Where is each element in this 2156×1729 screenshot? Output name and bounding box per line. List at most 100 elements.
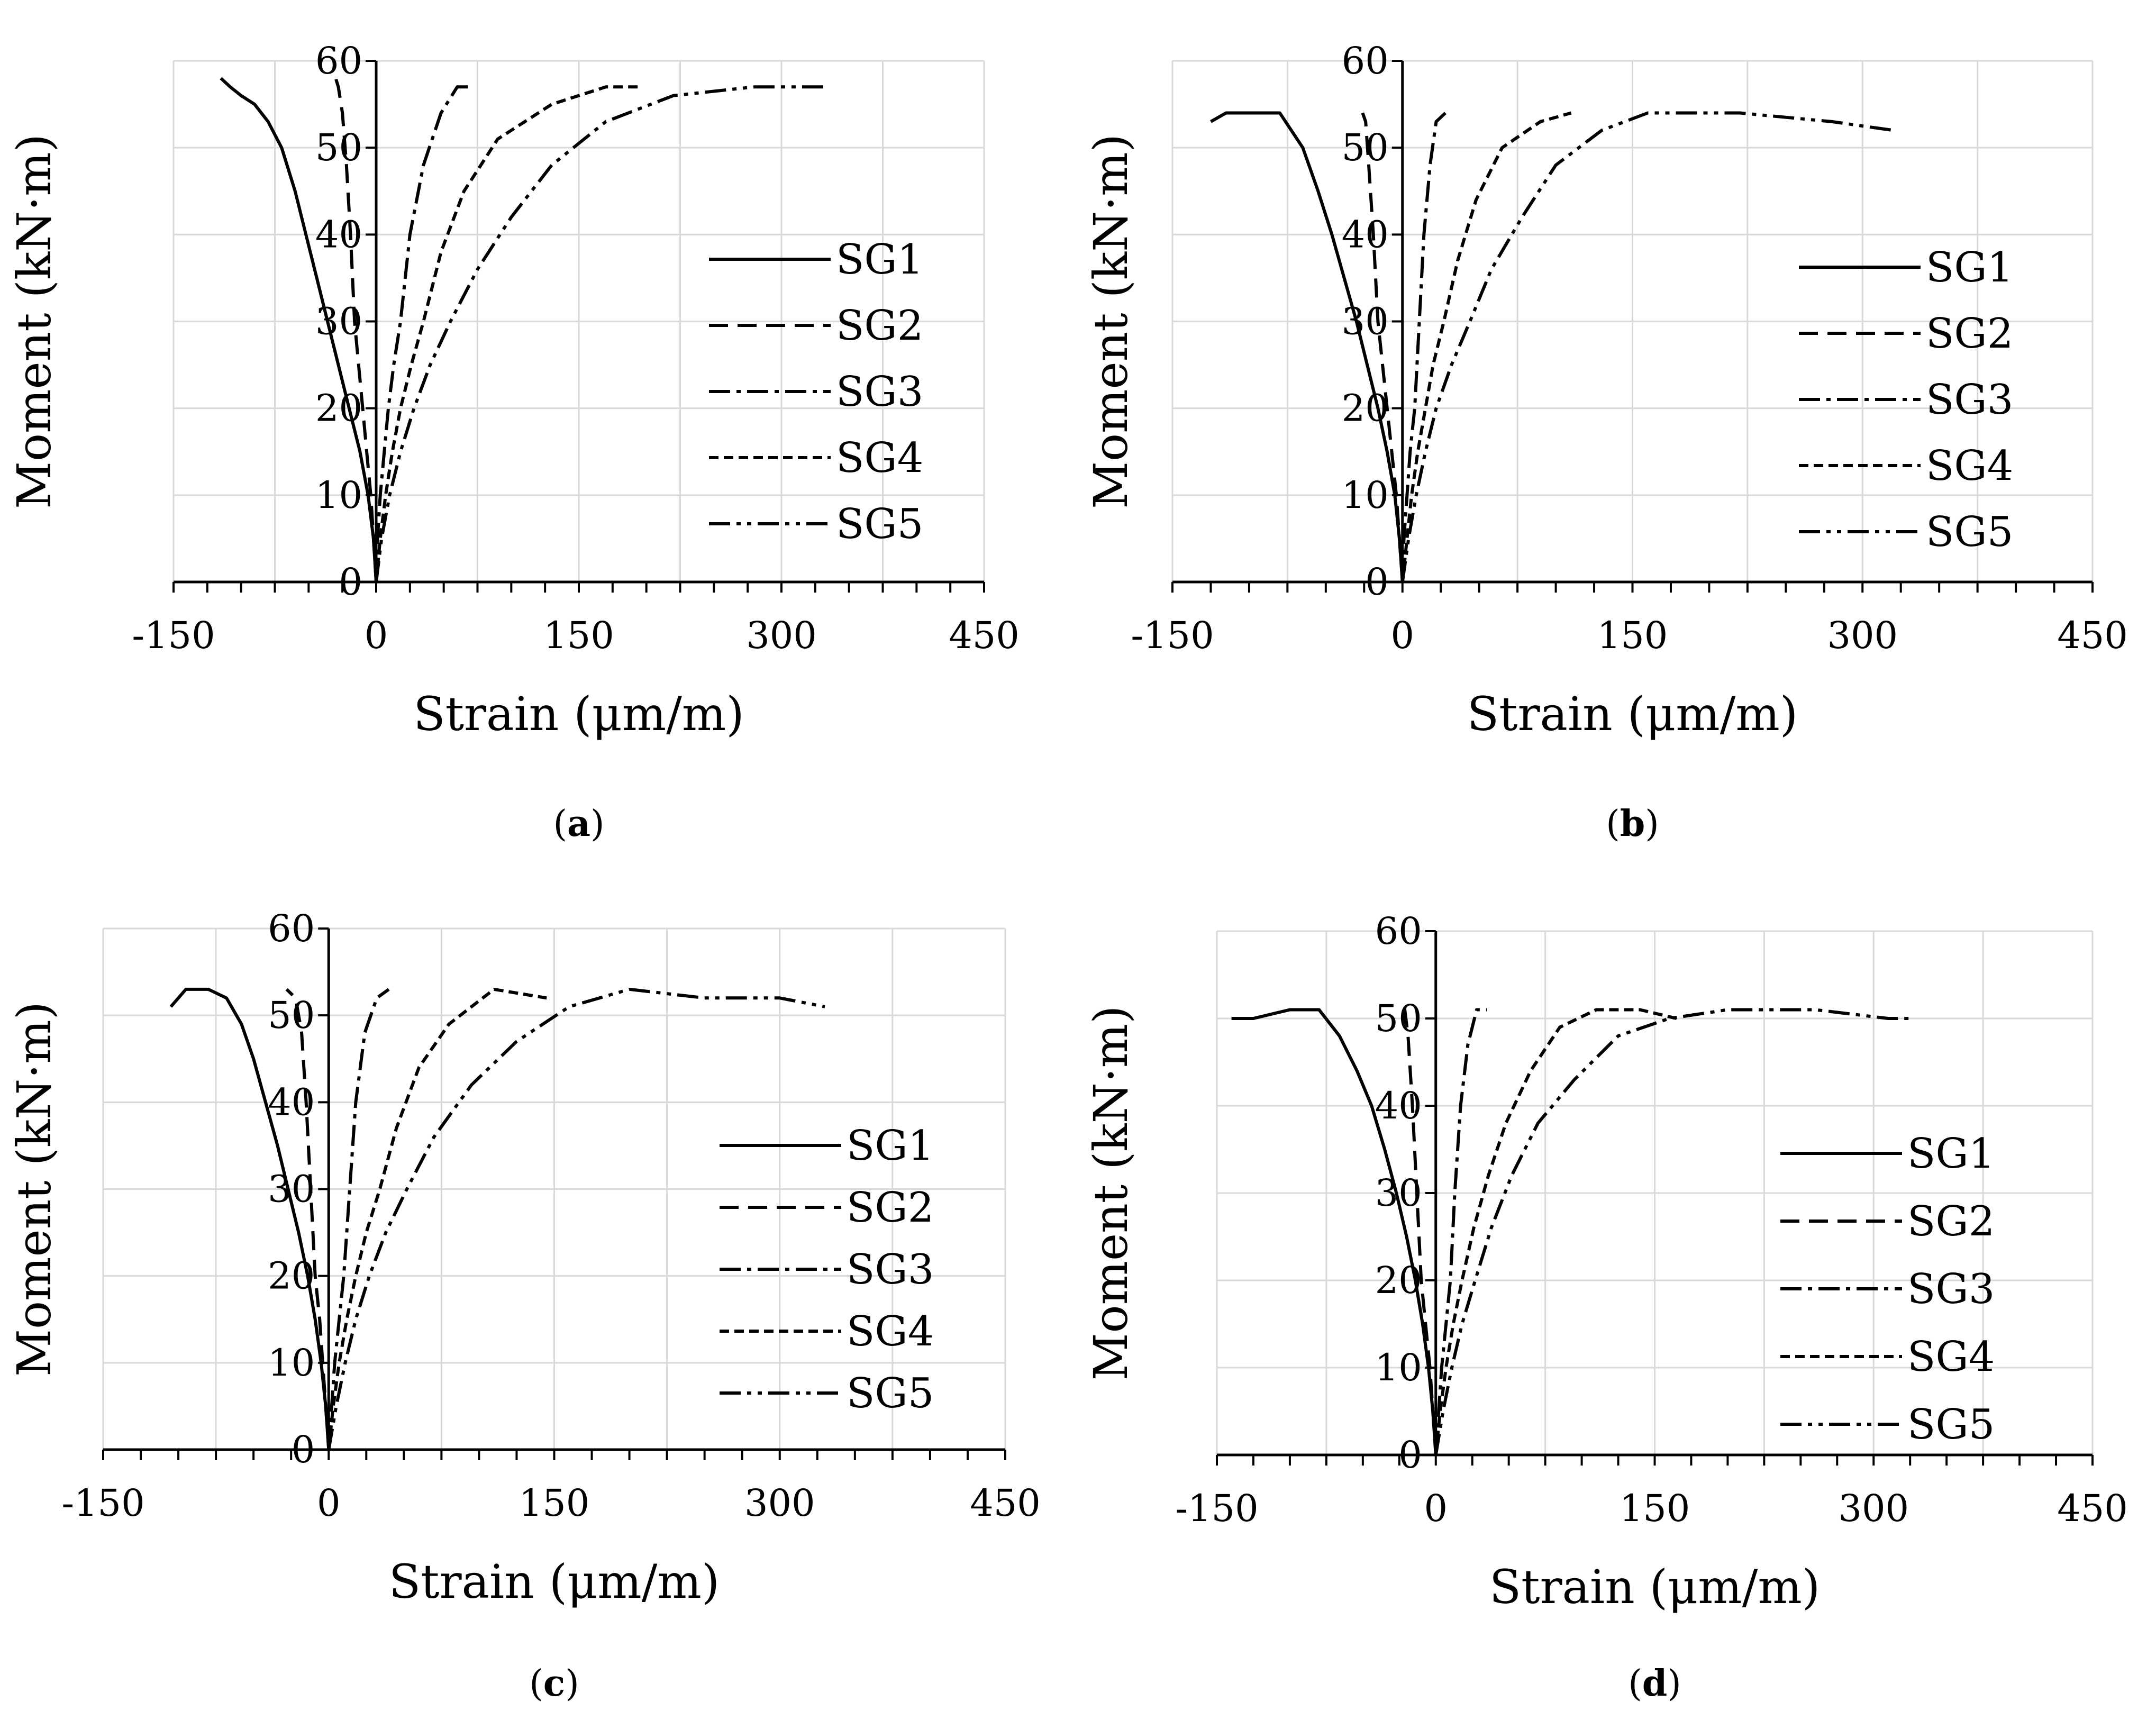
panel-label-letter-a: a bbox=[567, 803, 590, 845]
y-tick-label: 50 bbox=[1375, 997, 1422, 1040]
panel-label-open-d: ( bbox=[1628, 1663, 1642, 1705]
legend-a: SG1 SG2 SG3 SG4 SG5 bbox=[709, 236, 923, 548]
legend-c: SG1 SG2 SG3 SG4 SG5 bbox=[720, 1122, 934, 1417]
series-line-sg3 bbox=[1434, 1008, 1487, 1455]
x-tick-label: 300 bbox=[1827, 614, 1898, 657]
legend-label-sg5-b: SG5 bbox=[1926, 508, 2013, 556]
series-line-sg2 bbox=[1361, 112, 1404, 583]
x-tick-label: 450 bbox=[2057, 1487, 2128, 1530]
panel-label-letter-c: c bbox=[543, 1662, 565, 1705]
panel-label-open-c: ( bbox=[529, 1663, 543, 1705]
legend-label-sg4-d: SG4 bbox=[1907, 1333, 1995, 1381]
legend-label-sg2-d: SG2 bbox=[1907, 1198, 1995, 1245]
legend-label-sg5-a: SG5 bbox=[836, 501, 923, 548]
y-tick-label: 30 bbox=[1342, 300, 1389, 343]
y-tick-label: 60 bbox=[1375, 909, 1422, 953]
legend-label-sg1-d: SG1 bbox=[1907, 1130, 1995, 1178]
series-line-sg2 bbox=[285, 988, 331, 1450]
y-tick-label: 40 bbox=[1342, 213, 1389, 256]
panel-label-close-c: ) bbox=[565, 1663, 579, 1705]
panel-label-a: (a) bbox=[553, 803, 604, 845]
panel-label-c: (c) bbox=[529, 1662, 579, 1705]
y-tick-label: 60 bbox=[1342, 39, 1389, 83]
y-tick-label: 40 bbox=[1375, 1084, 1422, 1127]
series-line-sg5 bbox=[327, 987, 825, 1450]
panel-label-letter-b: b bbox=[1620, 803, 1645, 845]
series-lines-d bbox=[1231, 1000, 1911, 1455]
series-line-sg2 bbox=[334, 77, 378, 583]
y-tick-label: 0 bbox=[1365, 560, 1389, 604]
x-tick-label: 300 bbox=[1838, 1487, 1909, 1530]
panel-label-d: (d) bbox=[1628, 1662, 1681, 1705]
y-tick-label: 20 bbox=[315, 387, 362, 430]
legend-label-sg1-a: SG1 bbox=[836, 236, 923, 284]
x-tick-label: 0 bbox=[1390, 614, 1414, 657]
legend-b: SG1 SG2 SG3 SG4 SG5 bbox=[1799, 244, 2013, 556]
legend-label-sg2-c: SG2 bbox=[847, 1184, 934, 1232]
series-line-sg1 bbox=[1210, 111, 1404, 583]
y-tick-label: 50 bbox=[1342, 126, 1389, 169]
y-tick-label: 10 bbox=[315, 474, 362, 517]
legend-label-sg4-c: SG4 bbox=[847, 1308, 934, 1355]
series-line-sg2 bbox=[1402, 1000, 1438, 1455]
x-tick-label: 300 bbox=[744, 1481, 815, 1525]
axes-b bbox=[1171, 60, 2094, 593]
series-line-sg4 bbox=[375, 85, 640, 583]
legend-label-sg2-b: SG2 bbox=[1926, 310, 2013, 358]
x-tick-label: 0 bbox=[365, 614, 388, 657]
series-line-sg1 bbox=[169, 987, 331, 1450]
y-tick-label: 60 bbox=[315, 39, 362, 83]
y-tick-label: 0 bbox=[339, 560, 362, 604]
y-axis-title-b: Moment (kN·m) bbox=[1084, 134, 1138, 509]
panel-label-close-d: ) bbox=[1667, 1663, 1681, 1705]
legend-label-sg1-c: SG1 bbox=[847, 1122, 934, 1170]
x-axis-title-d: Strain (μm/m) bbox=[1489, 1560, 1820, 1614]
legend-label-sg3-c: SG3 bbox=[847, 1246, 934, 1294]
x-tick-label: 450 bbox=[949, 614, 1020, 657]
series-line-sg3 bbox=[327, 988, 390, 1450]
x-tick-label: 150 bbox=[519, 1481, 590, 1525]
panel-label-b: (b) bbox=[1606, 803, 1659, 845]
panel-label-close-a: ) bbox=[590, 803, 605, 845]
legend-label-sg3-a: SG3 bbox=[836, 368, 923, 416]
y-tick-label: 40 bbox=[315, 213, 362, 256]
series-line-sg4 bbox=[1400, 111, 1572, 583]
axes-a bbox=[172, 60, 985, 593]
y-tick-label: 10 bbox=[1342, 474, 1389, 517]
series-line-sg4 bbox=[1434, 1008, 1677, 1455]
x-tick-label: -150 bbox=[1131, 614, 1214, 657]
y-tick-label: 0 bbox=[292, 1428, 315, 1471]
x-tick-label: -150 bbox=[61, 1481, 144, 1525]
y-axis-title-d: Moment (kN·m) bbox=[1084, 1005, 1138, 1380]
series-line-sg3 bbox=[1400, 112, 1447, 583]
legend-label-sg4-a: SG4 bbox=[836, 434, 923, 482]
y-tick-label: 10 bbox=[1375, 1346, 1422, 1389]
x-axis-title-a: Strain (μm/m) bbox=[413, 687, 744, 741]
x-tick-label: -150 bbox=[1175, 1487, 1258, 1530]
panel-label-open-b: ( bbox=[1606, 803, 1620, 845]
legend-label-sg4-b: SG4 bbox=[1926, 442, 2013, 490]
y-axis-title-c: Moment (kN·m) bbox=[7, 1002, 61, 1377]
x-tick-label: 150 bbox=[1620, 1487, 1690, 1530]
x-tick-label: -150 bbox=[132, 614, 215, 657]
x-tick-label: 300 bbox=[746, 614, 817, 657]
gridlines-a bbox=[172, 60, 985, 583]
legend-label-sg1-b: SG1 bbox=[1926, 244, 2013, 292]
legend-label-sg3-d: SG3 bbox=[1907, 1266, 1995, 1313]
y-tick-label: 10 bbox=[268, 1341, 315, 1385]
series-line-sg1 bbox=[220, 77, 378, 583]
series-lines-a bbox=[220, 77, 829, 583]
x-tick-label: 450 bbox=[2057, 614, 2128, 657]
x-tick-label: 0 bbox=[1424, 1487, 1448, 1530]
y-tick-label: 60 bbox=[268, 907, 315, 950]
legend-label-sg5-d: SG5 bbox=[1907, 1401, 1995, 1449]
series-line-sg5 bbox=[1434, 1008, 1911, 1455]
axes-c bbox=[102, 927, 1006, 1460]
panel-label-letter-d: d bbox=[1642, 1662, 1668, 1705]
legend-d: SG1 SG2 SG3 SG4 SG5 bbox=[1780, 1130, 1995, 1449]
